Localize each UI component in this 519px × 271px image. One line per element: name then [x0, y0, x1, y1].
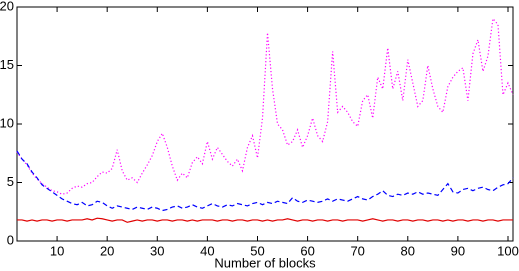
- x-tick-label: 30: [150, 243, 164, 258]
- x-tick-label: 90: [451, 243, 465, 258]
- x-tick-label: 40: [200, 243, 214, 258]
- data-line: [16, 150, 514, 212]
- x-tick-label: 70: [350, 243, 364, 258]
- x-tick-label: 60: [300, 243, 314, 258]
- x-tick-label: 20: [100, 243, 114, 258]
- y-tick-label: 20: [0, 0, 14, 13]
- plot-frame: [16, 6, 514, 242]
- y-tick-label: 10: [0, 115, 14, 130]
- x-tick-label: 10: [50, 243, 64, 258]
- y-tick-label: 0: [7, 232, 14, 247]
- data-line: [17, 217, 513, 223]
- x-tick-label: 50: [250, 243, 264, 258]
- x-axis-label: Number of blocks: [214, 255, 316, 270]
- x-tick-label: 100: [497, 243, 519, 258]
- x-tick-label: 80: [401, 243, 415, 258]
- y-tick-label: 5: [7, 174, 14, 189]
- y-tick-label: 15: [0, 57, 14, 72]
- data-line: [16, 17, 514, 195]
